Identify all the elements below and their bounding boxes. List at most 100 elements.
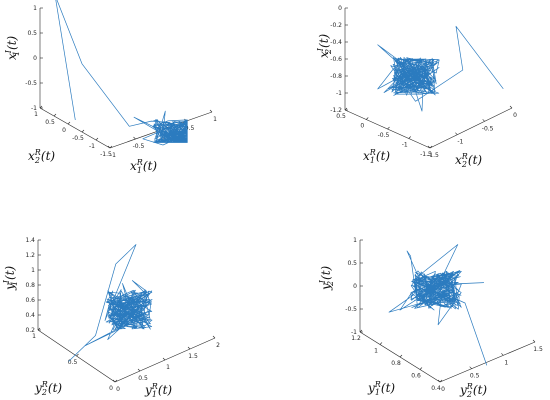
right-tick-mark xyxy=(469,366,472,369)
right-axis-label: yR 1(t) xyxy=(144,382,172,399)
left-tick-mark xyxy=(53,113,57,117)
series-line xyxy=(388,244,488,366)
left-tick-mark xyxy=(67,121,71,125)
left-tick-mark xyxy=(95,137,99,141)
left-tick-label: 0.6 xyxy=(411,373,421,380)
right-tick-label: -0.5 xyxy=(133,143,145,150)
left-floor-axis xyxy=(39,107,111,149)
left-tick-label: 1 xyxy=(34,111,38,118)
left-axis-label: xR 2(t) xyxy=(28,148,55,165)
right-tick-label: 0.5 xyxy=(185,125,195,132)
left-tick-mark xyxy=(359,329,363,333)
right-tick-label: 0.5 xyxy=(138,375,148,382)
z-tick-label: 1.2 xyxy=(25,252,35,259)
left-tick-label: 0.8 xyxy=(391,360,401,367)
z-tick-label: -0.4 xyxy=(330,39,342,46)
left-tick-mark xyxy=(379,342,383,345)
right-tick-mark xyxy=(501,353,504,356)
series-line xyxy=(55,0,188,146)
right-tick-mark xyxy=(455,132,458,135)
left-tick-mark xyxy=(114,379,118,383)
right-tick-mark xyxy=(137,368,141,372)
z-tick-label: 0 xyxy=(33,55,37,62)
z-tick-label: -0.5 xyxy=(345,306,357,313)
left-tick-label: 0.5 xyxy=(45,119,55,126)
z-tick-label: 1 xyxy=(353,237,357,244)
right-tick-mark xyxy=(162,357,166,361)
right-tick-label: 1 xyxy=(504,359,508,366)
right-tick-mark xyxy=(437,379,441,383)
left-tick-label: 0 xyxy=(109,385,113,392)
z-tick-label: 0.2 xyxy=(25,327,35,334)
right-tick-label: 2 xyxy=(216,342,220,349)
z-tick-label: -0.5 xyxy=(25,80,37,87)
z-tick-label: 0.8 xyxy=(25,282,35,289)
z-axis-label: xI1(t) xyxy=(4,35,21,60)
z-tick-label: -1 xyxy=(336,90,342,97)
left-tick-mark xyxy=(429,145,433,149)
z-tick-label: -1.2 xyxy=(330,107,342,114)
right-tick-label: -1.5 xyxy=(427,152,439,159)
z-tick-label: 0.5 xyxy=(347,260,357,267)
left-tick-label: 0 xyxy=(360,123,364,130)
left-tick-label: 1.2 xyxy=(351,335,361,342)
z-tick-label: 0.6 xyxy=(25,297,35,304)
z-axis-label: yI1(t) xyxy=(2,265,19,291)
left-tick-mark xyxy=(39,105,43,109)
left-tick-label: -1.5 xyxy=(100,151,112,158)
z-tick-label: -0.8 xyxy=(330,73,342,80)
right-tick-label: -1 xyxy=(457,139,463,146)
left-tick-mark xyxy=(408,136,411,139)
right-tick-label: 1 xyxy=(166,364,170,371)
left-tick-mark xyxy=(387,126,390,130)
chart-panel-4: 10.50-0.5-11.210.80.60.4 00.511.5yI2(t)yR… xyxy=(318,237,543,399)
left-tick-label: 1 xyxy=(32,333,36,340)
z-tick-label: 0.5 xyxy=(27,30,37,37)
z-tick-label: -1 xyxy=(31,105,37,112)
left-tick-label: 0 xyxy=(62,127,66,134)
left-axis-label: yR 1(t) xyxy=(367,380,395,397)
right-tick-label: -1 xyxy=(110,152,116,159)
left-axis-label: yR 2(t) xyxy=(34,380,62,397)
left-tick-mark xyxy=(344,107,348,111)
z-tick-label: -0.6 xyxy=(330,56,342,63)
right-tick-label: 0 xyxy=(513,112,517,119)
left-tick-label: -0.5 xyxy=(378,132,390,139)
right-axis-label: yR 2(t) xyxy=(459,382,487,399)
left-tick-mark xyxy=(399,354,403,358)
right-axis-label: xR 2(t) xyxy=(455,152,482,169)
right-tick-label: 0 xyxy=(116,386,120,393)
right-tick-label: 1 xyxy=(213,116,217,123)
right-tick-label: 0 xyxy=(441,386,445,393)
chart-panel-3: 1.41.210.80.60.40.210.50 00.511.52yI1(t)y… xyxy=(2,237,220,399)
left-tick-label: -1.5 xyxy=(420,151,432,158)
chart-panel-2: 0 -0.2 -0.4 -0.6 -0.8 -1 -1.20.5 0 -0.5 -1 -1.5-1.… xyxy=(316,5,517,169)
left-tick-label: 0.5 xyxy=(68,359,78,366)
z-tick-label: 0 xyxy=(338,5,342,12)
z-tick-label: -1 xyxy=(351,329,357,336)
z-axis-label: xI2(t) xyxy=(316,33,333,58)
left-tick-label: 0.5 xyxy=(336,113,346,120)
z-tick-label: 1.4 xyxy=(25,237,35,244)
left-tick-label: 1 xyxy=(374,348,378,355)
left-tick-mark xyxy=(76,353,79,357)
right-tick-mark xyxy=(107,145,111,149)
right-axis-label: xR 1(t) xyxy=(130,158,157,175)
z-tick-label: 0 xyxy=(353,283,357,290)
left-tick-mark xyxy=(37,327,41,331)
right-tick-mark xyxy=(133,136,136,140)
chart-panel-1: 10.50-0.5-110.50-0.5-1-1.5-1-0.500.51xI1… xyxy=(4,0,217,175)
right-tick-mark xyxy=(212,335,216,339)
right-tick-mark xyxy=(482,119,485,122)
right-tick-mark xyxy=(509,105,513,109)
left-axis-label: xR 1(t) xyxy=(363,148,390,165)
left-tick-mark xyxy=(109,145,113,149)
series-line xyxy=(68,244,153,362)
left-tick-mark xyxy=(419,367,423,370)
left-tick-label: -1 xyxy=(89,143,95,150)
z-axis-label: yI2(t) xyxy=(318,265,335,291)
right-floor-axis xyxy=(429,107,513,149)
z-tick-label: -0.2 xyxy=(330,22,342,29)
right-tick-label: 1.5 xyxy=(533,346,543,353)
